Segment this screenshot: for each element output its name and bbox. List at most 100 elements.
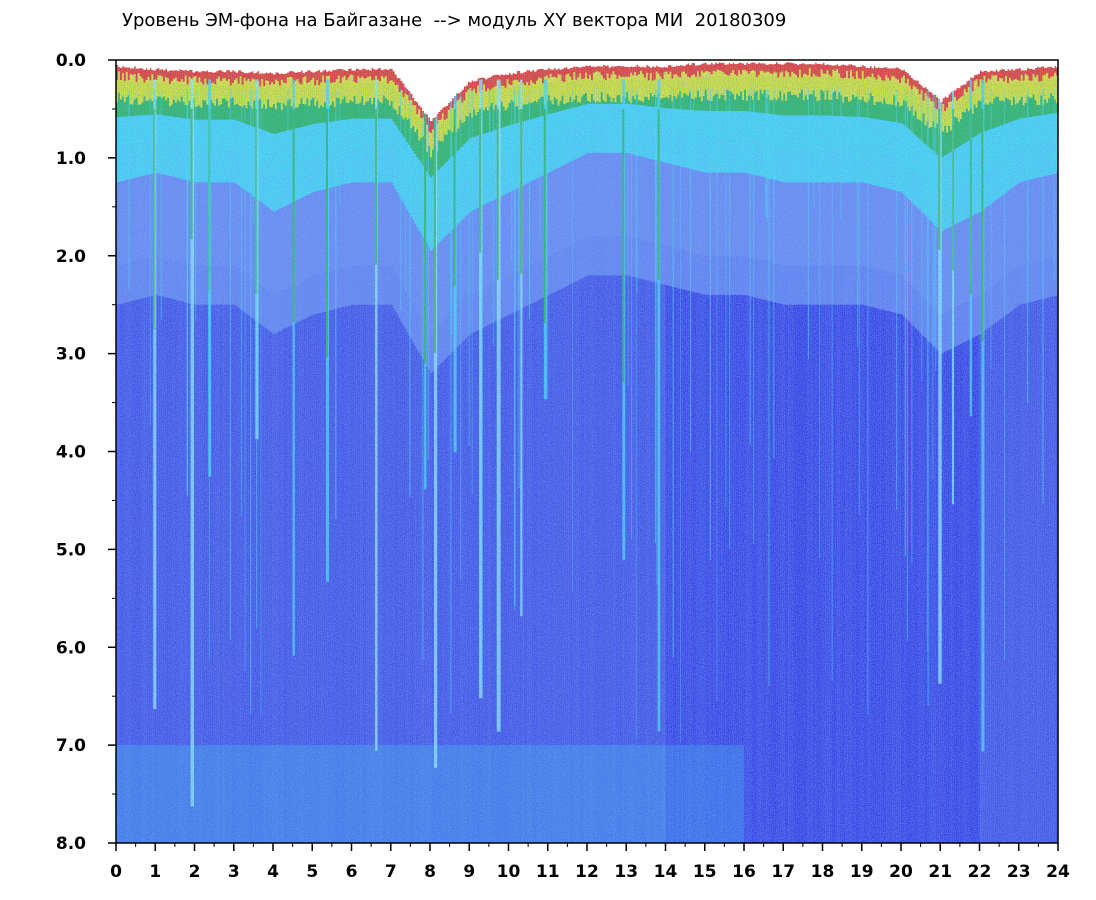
heatmap-empty (742, 60, 745, 64)
heatmap-empty (812, 60, 816, 65)
heatmap-empty (671, 60, 674, 67)
heatmap-empty (800, 60, 804, 64)
heatmap-empty (944, 60, 947, 97)
heatmap-empty (206, 60, 209, 71)
heatmap-empty (1054, 60, 1057, 67)
heatmap-empty (616, 60, 619, 66)
heatmap-empty (971, 60, 975, 78)
heatmap-empty (424, 60, 427, 114)
heatmap-empty (577, 60, 580, 67)
heatmap-empty (443, 60, 447, 107)
heatmap-empty (638, 60, 641, 67)
x-tick-label: 0 (110, 862, 122, 882)
heatmap-empty (422, 60, 425, 112)
heatmap-empty (229, 60, 233, 72)
heatmap-empty (726, 60, 729, 65)
heatmap-empty (471, 60, 474, 81)
heatmap-empty (710, 60, 714, 63)
heatmap-empty (1050, 60, 1053, 67)
heatmap-empty (481, 60, 484, 78)
heatmap-empty (636, 60, 639, 65)
heatmap-empty (883, 60, 886, 68)
x-tick-label: 17 (771, 862, 795, 882)
heatmap-empty (116, 60, 119, 65)
heatmap-empty (924, 60, 928, 88)
x-axis: 0 1 2 3 4 5 6 7 8 9 10 11 12 13 14 15 16 17 18 19 20 21 22 23 24 (110, 843, 1070, 882)
heatmap-empty (426, 60, 429, 115)
heatmap-empty (895, 60, 898, 68)
heatmap-empty (694, 60, 698, 66)
heatmap-empty (730, 60, 733, 65)
heatmap-empty (848, 60, 851, 65)
heatmap-empty (231, 60, 235, 71)
heatmap-empty (398, 60, 402, 79)
heatmap-empty (549, 60, 553, 70)
heatmap-empty (463, 60, 466, 87)
heatmap-empty (451, 60, 455, 99)
heatmap-empty (184, 60, 188, 70)
heatmap-empty (520, 60, 523, 74)
heatmap-empty (840, 60, 843, 66)
heatmap-empty (351, 60, 354, 71)
y-tick-label: 7.0 (56, 736, 86, 756)
heatmap-empty (269, 60, 272, 73)
heatmap-empty (486, 60, 490, 78)
heatmap-empty (292, 60, 296, 72)
heatmap-empty (333, 60, 337, 71)
heatmap-empty (359, 60, 362, 71)
heatmap-empty (241, 60, 245, 72)
heatmap-empty (798, 60, 802, 65)
heatmap-empty (390, 60, 394, 69)
heatmap-empty (853, 60, 857, 66)
heatmap-empty (732, 60, 735, 63)
heatmap-empty (430, 60, 433, 121)
heatmap-empty (192, 60, 195, 73)
heatmap-empty (871, 60, 875, 69)
heatmap-empty (312, 60, 315, 73)
heatmap-empty (1014, 60, 1018, 69)
x-tick-label: 14 (654, 862, 678, 882)
heatmap-empty (304, 60, 307, 72)
heatmap-empty (844, 60, 847, 66)
heatmap-empty (851, 60, 855, 66)
heatmap-empty (117, 60, 121, 67)
heatmap-empty (669, 60, 672, 66)
heatmap-empty (736, 60, 739, 64)
heatmap-empty (979, 60, 982, 71)
heatmap-empty (661, 60, 665, 68)
x-tick-label: 4 (267, 862, 279, 882)
heatmap-empty (861, 60, 865, 66)
heatmap-empty (704, 60, 708, 63)
heatmap-empty (849, 60, 853, 65)
heatmap-empty (535, 60, 539, 70)
heatmap-empty (341, 60, 345, 70)
heatmap-empty (168, 60, 172, 71)
heatmap-empty (135, 60, 139, 69)
heatmap-empty (985, 60, 988, 71)
heatmap-empty (587, 60, 590, 67)
heatmap-empty (355, 60, 358, 69)
heatmap-empty (237, 60, 241, 71)
heatmap-empty (685, 60, 688, 65)
heatmap-empty (204, 60, 207, 72)
heatmap-empty (667, 60, 670, 66)
heatmap-empty (492, 60, 496, 75)
heatmap-empty (718, 60, 721, 63)
x-tick-label: 12 (575, 862, 599, 882)
heatmap-empty (928, 60, 931, 92)
heatmap-empty (722, 60, 725, 63)
heatmap-empty (596, 60, 600, 66)
heatmap-empty (594, 60, 598, 67)
heatmap-empty (590, 60, 594, 67)
heatmap-empty (901, 60, 904, 71)
heatmap-empty (410, 60, 413, 94)
x-tick-label: 13 (614, 862, 638, 882)
heatmap-empty (528, 60, 531, 71)
heatmap-empty (999, 60, 1002, 70)
heatmap-empty (441, 60, 445, 108)
heatmap-empty (284, 60, 288, 74)
heatmap-empty (955, 60, 959, 89)
heatmap-empty (392, 60, 396, 72)
heatmap-empty (624, 60, 627, 67)
heatmap-empty (261, 60, 264, 74)
